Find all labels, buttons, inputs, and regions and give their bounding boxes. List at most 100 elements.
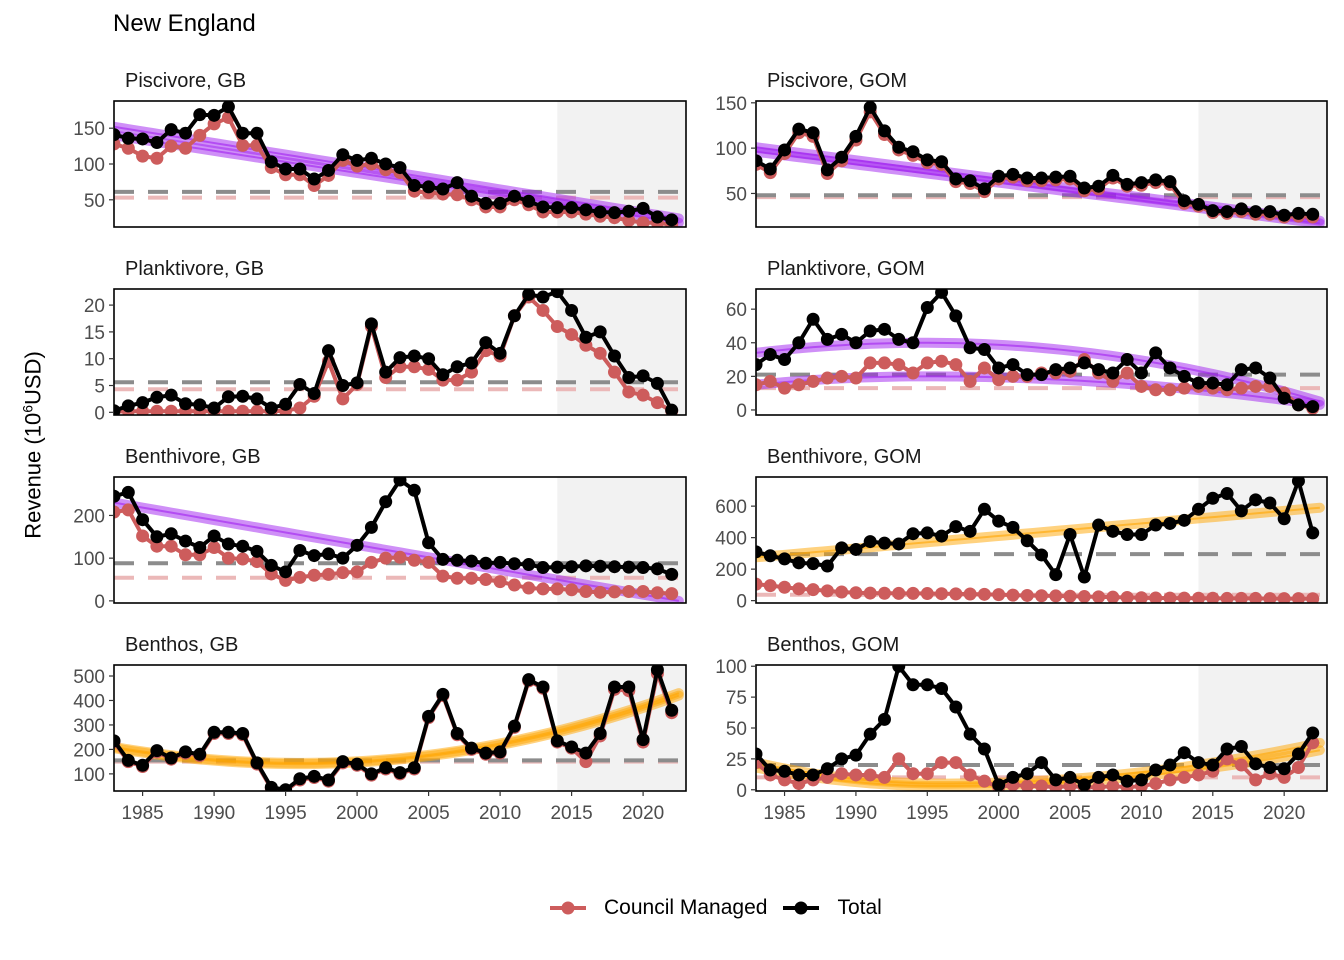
- total-point: [1291, 398, 1305, 412]
- council-point: [1177, 591, 1191, 603]
- council-point: [1035, 589, 1048, 603]
- y-tick-label: 50: [726, 719, 747, 740]
- council-point: [1049, 589, 1063, 603]
- total-point: [665, 213, 679, 227]
- total-point: [436, 368, 450, 382]
- total-point: [1192, 502, 1206, 516]
- y-tick-label: 500: [73, 667, 105, 688]
- total-point: [835, 327, 849, 341]
- total-point: [493, 196, 507, 210]
- total-point: [650, 210, 664, 224]
- panel-title: Benthivore, GOM: [767, 446, 922, 468]
- total-point: [820, 559, 834, 573]
- council-point: [579, 584, 593, 598]
- total-point: [906, 336, 920, 350]
- total-point: [522, 194, 536, 208]
- total-point: [479, 196, 493, 210]
- total-point: [364, 317, 378, 331]
- total-point: [1206, 376, 1220, 390]
- total-point: [150, 744, 164, 758]
- total-point: [920, 300, 934, 314]
- panel-2: Piscivore, GOM 50 100 150: [715, 70, 1328, 228]
- total-point: [849, 748, 863, 762]
- total-point: [1177, 513, 1191, 527]
- council-point: [1106, 779, 1120, 791]
- y-tick-label: 100: [715, 657, 747, 678]
- council-point: [835, 369, 849, 383]
- council-point: [977, 774, 991, 788]
- total-point: [792, 556, 806, 570]
- council-series-line: [114, 115, 672, 227]
- total-point: [636, 561, 650, 575]
- council-point: [877, 356, 891, 370]
- council-point: [920, 356, 934, 370]
- total-point: [820, 332, 834, 346]
- total-point: [806, 557, 820, 571]
- total-point: [920, 526, 934, 540]
- council-point: [636, 216, 650, 227]
- total-point: [522, 558, 536, 572]
- total-point: [665, 703, 679, 717]
- total-point: [949, 520, 963, 534]
- plot-area: [114, 477, 686, 603]
- panel-5: Benthivore, GB 0 100 200: [73, 446, 687, 613]
- total-point: [1006, 358, 1020, 372]
- total-point: [1092, 363, 1106, 377]
- x-tick-label: 2000: [336, 803, 378, 824]
- total-point: [236, 539, 250, 553]
- total-point: [608, 560, 621, 574]
- legend-key-council: [550, 901, 586, 915]
- legend-item-total: Total: [781, 893, 882, 923]
- total-point: [1006, 520, 1020, 534]
- council-point: [136, 529, 150, 543]
- x-tick-label: 1985: [763, 803, 805, 824]
- total-point: [1291, 747, 1305, 761]
- total-point: [877, 712, 891, 726]
- total-point: [121, 753, 135, 767]
- total-point: [992, 361, 1006, 375]
- total-point: [1092, 770, 1106, 784]
- total-point: [778, 143, 792, 157]
- panel-title: Benthos, GB: [125, 634, 238, 656]
- total-point: [820, 762, 834, 776]
- total-point: [608, 349, 621, 363]
- council-point: [593, 585, 607, 599]
- council-point: [1035, 779, 1048, 791]
- y-tick-label: 15: [84, 323, 105, 344]
- council-point: [422, 555, 436, 569]
- council-point: [379, 551, 393, 565]
- total-point: [293, 377, 307, 391]
- council-point: [877, 586, 891, 600]
- total-point: [1306, 400, 1320, 414]
- total-point: [393, 477, 407, 487]
- total-point: [863, 535, 877, 549]
- council-point: [207, 540, 221, 554]
- total-point: [579, 330, 593, 344]
- council-point: [1291, 592, 1305, 603]
- council-point: [1177, 770, 1191, 784]
- total-point: [1177, 194, 1191, 208]
- total-point: [806, 126, 820, 140]
- council-point: [1120, 590, 1134, 603]
- total-point: [593, 559, 607, 573]
- total-point: [608, 206, 621, 220]
- total-point: [121, 485, 135, 499]
- council-point: [1134, 379, 1148, 393]
- total-point: [1306, 207, 1320, 221]
- council-point: [450, 188, 464, 202]
- council-series-line: [756, 582, 1313, 601]
- y-tick-label: 400: [715, 529, 747, 550]
- x-tick-label: 2005: [407, 803, 449, 824]
- total-point: [164, 527, 178, 541]
- council-point: [1077, 590, 1091, 603]
- total-point: [465, 356, 478, 370]
- total-point: [350, 757, 364, 771]
- total-point: [536, 680, 550, 694]
- council-point: [622, 214, 636, 227]
- council-point: [407, 553, 421, 567]
- total-point: [756, 154, 763, 168]
- total-point: [1163, 758, 1177, 772]
- total-point: [407, 178, 421, 192]
- council-point: [806, 374, 820, 388]
- total-point: [179, 745, 192, 759]
